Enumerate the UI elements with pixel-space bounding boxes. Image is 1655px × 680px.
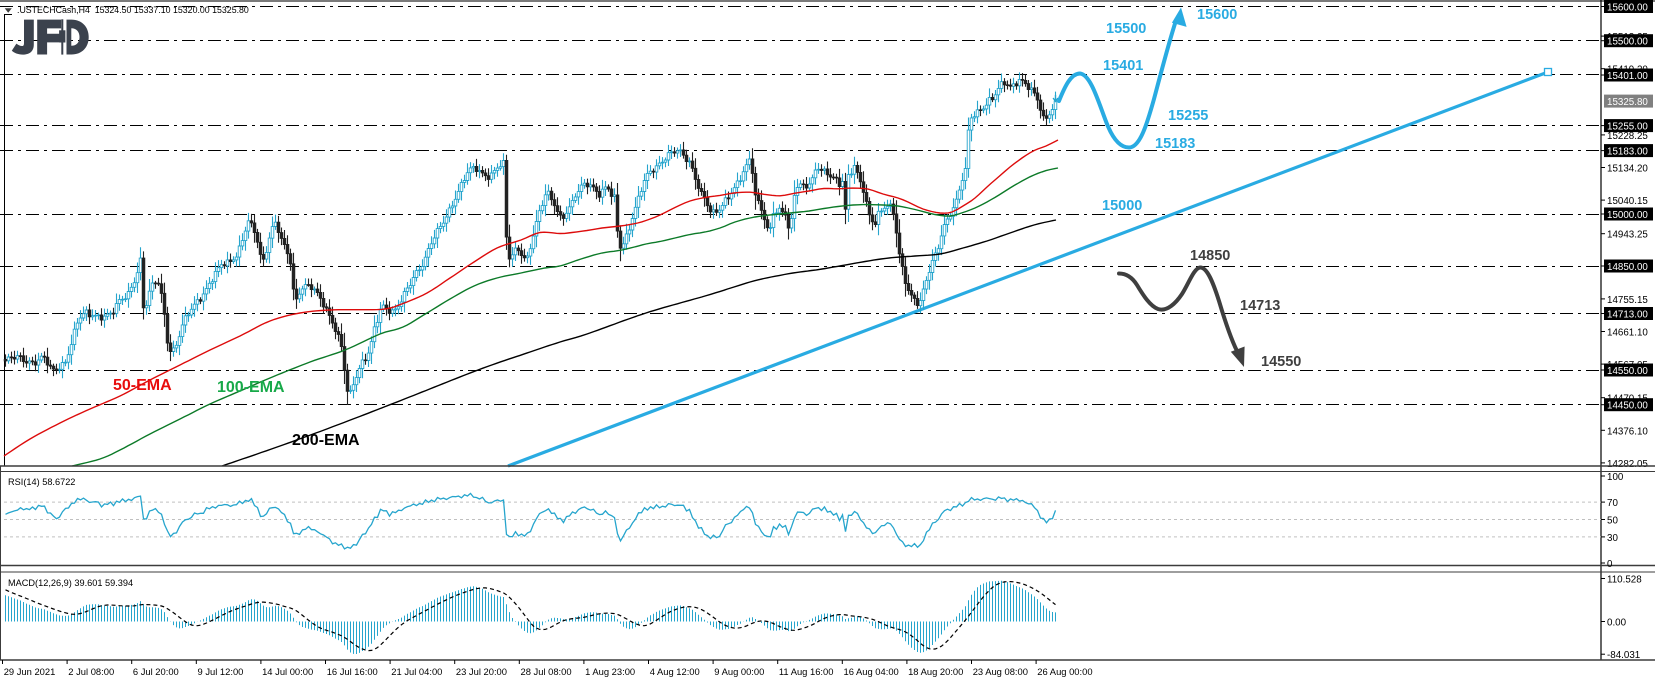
svg-text:14550.00: 14550.00 xyxy=(1607,366,1648,377)
svg-text:15401.00: 15401.00 xyxy=(1607,71,1648,82)
svg-text:15228.25: 15228.25 xyxy=(1607,131,1648,142)
svg-text:14661.10: 14661.10 xyxy=(1607,328,1648,339)
svg-text:15255.00: 15255.00 xyxy=(1607,122,1648,133)
svg-text:0: 0 xyxy=(1607,559,1613,570)
svg-text:15401: 15401 xyxy=(1103,58,1143,74)
svg-text:2 Jul 08:00: 2 Jul 08:00 xyxy=(68,666,114,677)
svg-text:4 Aug 12:00: 4 Aug 12:00 xyxy=(650,666,700,677)
svg-text:15000.00: 15000.00 xyxy=(1607,210,1648,221)
svg-text:15600.00: 15600.00 xyxy=(1607,3,1648,14)
svg-text:11 Aug 16:00: 11 Aug 16:00 xyxy=(779,666,834,677)
svg-text:.USTECHCash,H4 15324.50 15337: .USTECHCash,H4 15324.50 15337.10 15320.0… xyxy=(17,5,249,15)
svg-text:15500: 15500 xyxy=(1106,21,1146,37)
svg-text:0.00: 0.00 xyxy=(1607,618,1627,629)
svg-text:-84.031: -84.031 xyxy=(1607,650,1640,661)
svg-text:15325.80: 15325.80 xyxy=(1607,97,1648,108)
svg-text:14713: 14713 xyxy=(1240,298,1280,314)
svg-text:16 Jul 16:00: 16 Jul 16:00 xyxy=(327,666,378,677)
svg-text:23 Jul 20:00: 23 Jul 20:00 xyxy=(456,666,507,677)
svg-text:6 Jul 20:00: 6 Jul 20:00 xyxy=(133,666,179,677)
svg-text:100-EMA: 100-EMA xyxy=(217,379,285,396)
svg-text:26 Aug 00:00: 26 Aug 00:00 xyxy=(1037,666,1092,677)
svg-text:50-EMA: 50-EMA xyxy=(113,377,172,394)
svg-text:16 Aug 04:00: 16 Aug 04:00 xyxy=(844,666,899,677)
svg-text:14 Jul 00:00: 14 Jul 00:00 xyxy=(262,666,313,677)
svg-text:14850.00: 14850.00 xyxy=(1607,262,1648,273)
svg-text:29 Jun 2021: 29 Jun 2021 xyxy=(4,666,56,677)
svg-text:14282.05: 14282.05 xyxy=(1607,459,1648,470)
svg-text:14376.10: 14376.10 xyxy=(1607,426,1648,437)
svg-text:14450.00: 14450.00 xyxy=(1607,401,1648,412)
svg-text:200-EMA: 200-EMA xyxy=(292,432,360,449)
svg-text:14943.25: 14943.25 xyxy=(1607,230,1648,241)
svg-text:15183: 15183 xyxy=(1155,136,1195,152)
svg-text:15040.15: 15040.15 xyxy=(1607,196,1648,207)
svg-text:100: 100 xyxy=(1607,472,1624,483)
svg-text:18 Aug 20:00: 18 Aug 20:00 xyxy=(908,666,963,677)
svg-text:15134.20: 15134.20 xyxy=(1607,164,1648,175)
svg-text:30: 30 xyxy=(1607,533,1618,544)
svg-text:70: 70 xyxy=(1607,498,1618,509)
svg-text:50: 50 xyxy=(1607,516,1618,527)
svg-text:23 Aug 08:00: 23 Aug 08:00 xyxy=(973,666,1028,677)
svg-text:21 Jul 04:00: 21 Jul 04:00 xyxy=(391,666,442,677)
svg-text:1 Aug 23:00: 1 Aug 23:00 xyxy=(585,666,635,677)
svg-text:14850: 14850 xyxy=(1190,248,1230,264)
svg-text:15500.00: 15500.00 xyxy=(1607,37,1648,48)
svg-text:15255: 15255 xyxy=(1168,108,1208,124)
svg-text:RSI(14) 58.6722: RSI(14) 58.6722 xyxy=(8,477,75,487)
svg-text:9 Jul 12:00: 9 Jul 12:00 xyxy=(198,666,244,677)
svg-text:MACD(12,26,9) 39.601 59.394: MACD(12,26,9) 39.601 59.394 xyxy=(8,578,133,588)
svg-text:9 Aug 00:00: 9 Aug 00:00 xyxy=(714,666,764,677)
svg-text:15183.00: 15183.00 xyxy=(1607,147,1648,158)
svg-text:14713.00: 14713.00 xyxy=(1607,310,1648,321)
svg-text:15600: 15600 xyxy=(1197,7,1237,23)
svg-text:14755.15: 14755.15 xyxy=(1607,295,1648,306)
svg-text:110.528: 110.528 xyxy=(1607,575,1642,586)
svg-text:14550: 14550 xyxy=(1261,354,1301,370)
svg-text:28 Jul 08:00: 28 Jul 08:00 xyxy=(521,666,572,677)
svg-text:15000: 15000 xyxy=(1102,198,1142,214)
